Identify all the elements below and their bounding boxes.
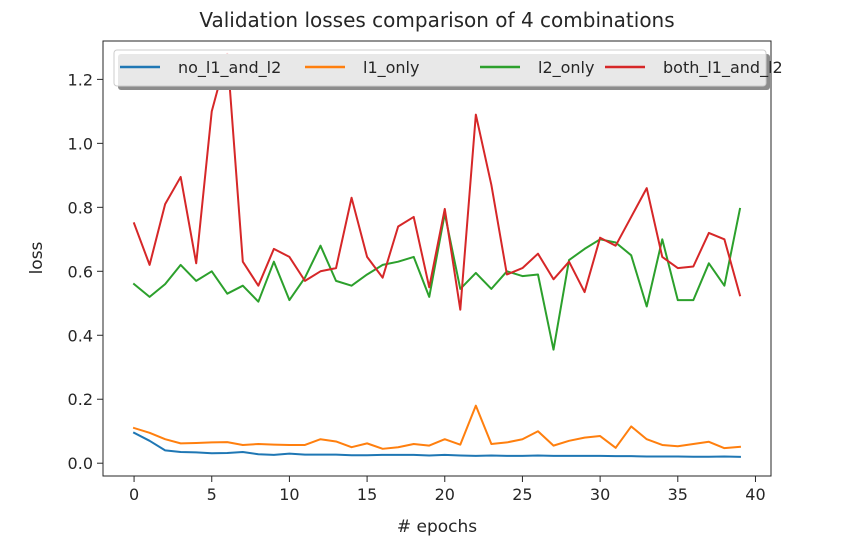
- x-tick-label: 40: [745, 485, 765, 504]
- x-tick-label: 0: [129, 485, 139, 504]
- y-tick-label: 0.0: [68, 454, 93, 473]
- y-axis-label: loss: [27, 241, 47, 274]
- y-tick-label: 0.2: [68, 390, 93, 409]
- x-tick-label: 15: [357, 485, 377, 504]
- x-tick-label: 25: [512, 485, 532, 504]
- legend-label-no_l1_and_l2: no_l1_and_l2: [178, 58, 281, 78]
- axes-layer: [102, 40, 772, 477]
- x-tick-label: 35: [668, 485, 688, 504]
- y-tick-label: 0.4: [68, 326, 93, 345]
- plot-frame: [102, 40, 772, 477]
- y-tick-label: 0.6: [68, 262, 93, 281]
- x-axis-label: # epochs: [397, 517, 477, 537]
- x-tick-label: 10: [279, 485, 299, 504]
- legend-box: [113, 49, 767, 87]
- x-tick-label: 5: [207, 485, 217, 504]
- y-tick-label: 0.8: [68, 198, 93, 217]
- chart-title: Validation losses comparison of 4 combin…: [199, 8, 674, 32]
- y-tick-label: 1.2: [68, 70, 93, 89]
- legend-label-l2_only: l2_only: [538, 58, 594, 78]
- x-tick-label: 30: [590, 485, 610, 504]
- x-tick-label: 20: [435, 485, 455, 504]
- legend-label-l1_only: l1_only: [363, 58, 419, 78]
- ticks-layer: 0 5 10 15 20 25 30 35 40 0.0 0.2 0.4 0.6 0.8 1.0 1.2: [68, 70, 766, 504]
- series-line-no_l1_and_l2: [132, 431, 741, 458]
- legend-label-both_l1_and_l2: both_l1_and_l2: [663, 58, 783, 78]
- series-line-both_l1_and_l2: [132, 52, 742, 311]
- series-line-l2_only: [132, 207, 742, 351]
- series-layer: [132, 52, 742, 458]
- legend: no_l1_and_l2 l1_only l2_only both_l1_and_l2: [113, 49, 783, 90]
- series-line-l1_only: [132, 404, 742, 450]
- y-tick-label: 1.0: [68, 134, 93, 153]
